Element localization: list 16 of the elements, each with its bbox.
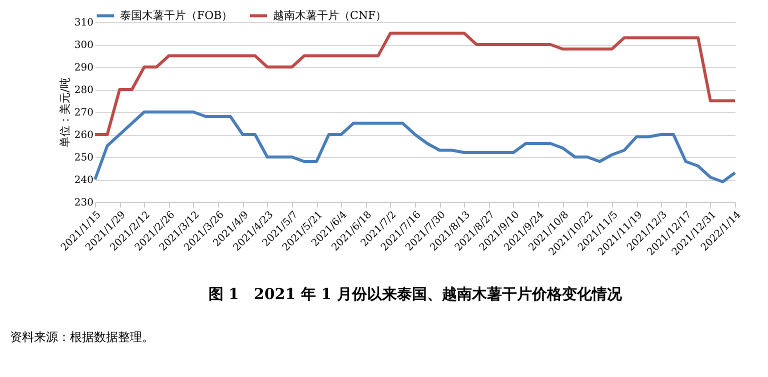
y-tick-label: 280 bbox=[74, 85, 94, 96]
y-tick-label: 300 bbox=[74, 40, 94, 51]
y-tick-label: 310 bbox=[74, 18, 94, 28]
y-tick-label: 270 bbox=[74, 108, 94, 118]
y-axis-title: 单位：美元/吨 bbox=[58, 78, 72, 148]
y-tick-label: 260 bbox=[74, 130, 94, 141]
legend-label: 越南木薯干片（CNF） bbox=[273, 8, 387, 22]
line-series bbox=[94, 110, 736, 184]
text: 资料来源：根据数据整理。 bbox=[10, 330, 154, 344]
y-tick-label: 290 bbox=[74, 62, 94, 74]
y-tick-label: 250 bbox=[74, 152, 94, 164]
y-tick-label: 230 bbox=[74, 198, 94, 208]
legend-label: 泰国木薯干片（FOB） bbox=[120, 8, 233, 22]
y-tick-label: 240 bbox=[74, 175, 94, 186]
line-series bbox=[94, 32, 736, 136]
text: 图 1 2021 年 1 月份以来泰国、越南木薯干片价格变化情况 bbox=[208, 285, 623, 303]
